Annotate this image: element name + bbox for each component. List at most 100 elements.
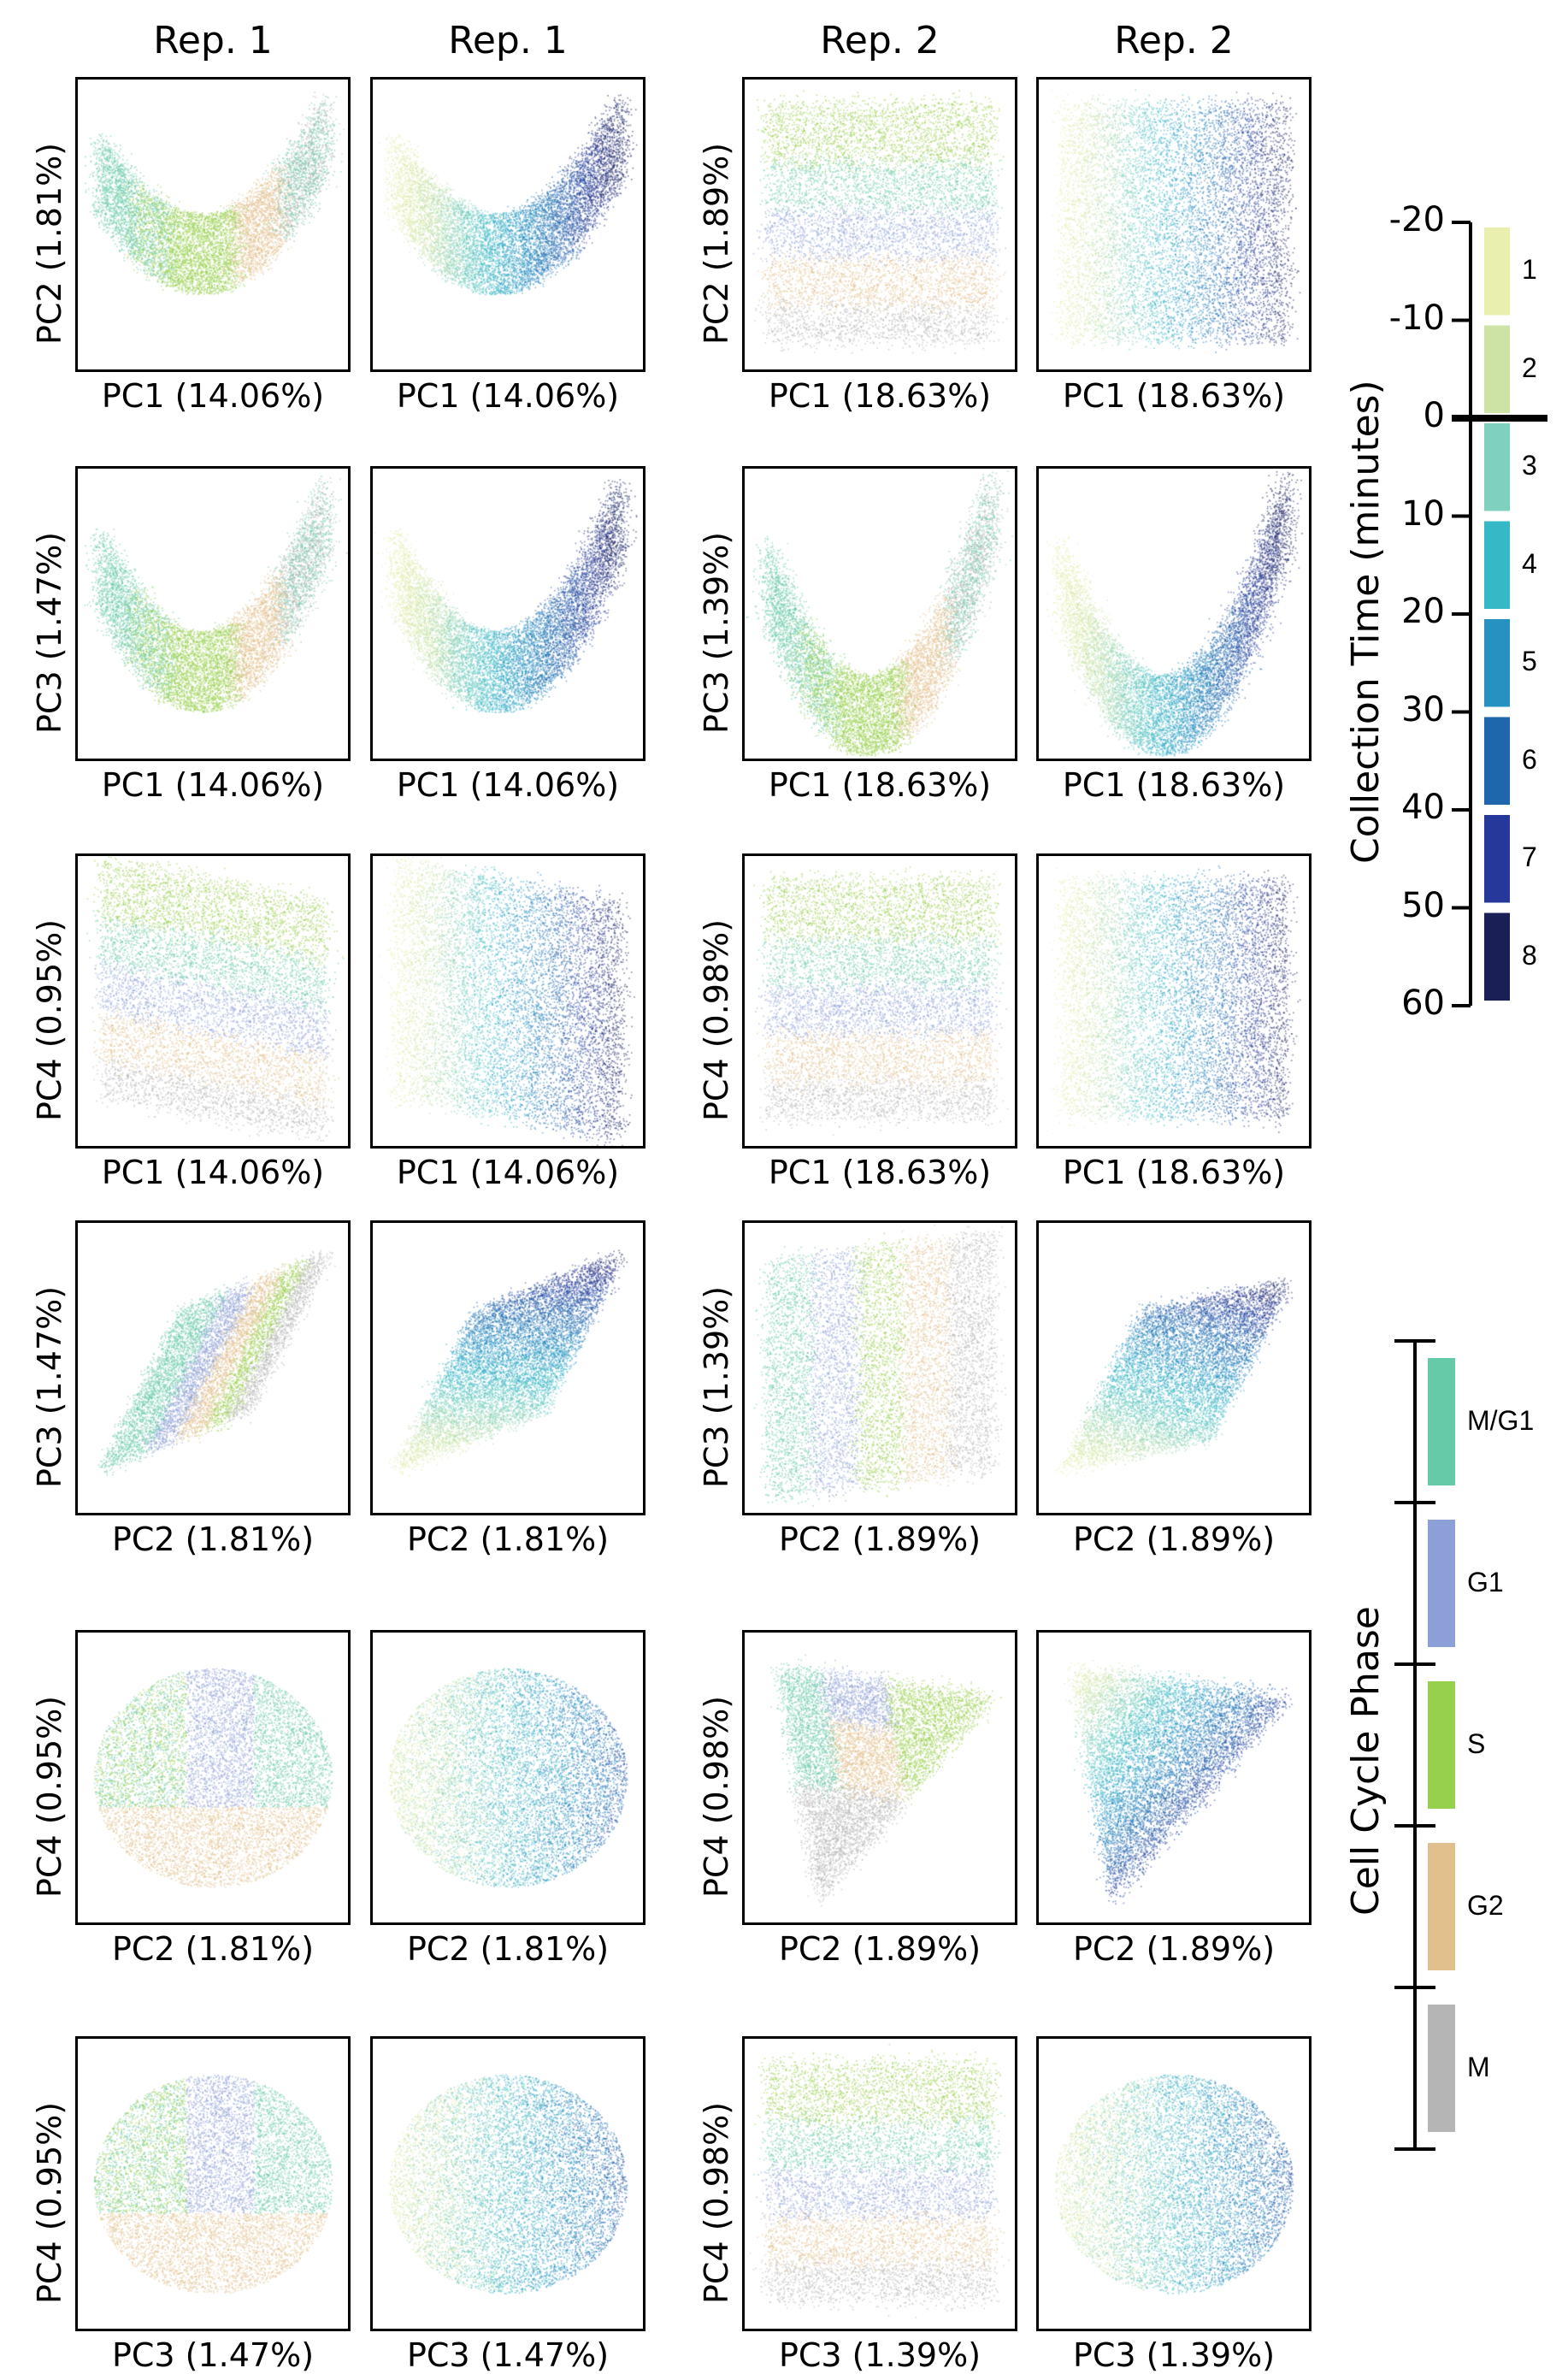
scatter-panel-r2-c1 (75, 466, 351, 761)
y-axis-label: PC4 (0.95%) (31, 1695, 68, 1898)
scatter-points (1039, 80, 1309, 369)
scatter-points (78, 1223, 348, 1513)
time-legend-title: Collection Time (minutes) (1344, 380, 1388, 864)
scatter-points (745, 2039, 1015, 2329)
phase-label: M (1467, 2051, 1490, 2082)
time-bin-swatch-4 (1484, 521, 1510, 609)
scatter-points (373, 2039, 643, 2329)
x-axis-label: PC2 (1.81%) (111, 1930, 315, 1968)
scatter-points (78, 80, 348, 369)
phase-swatch-g1 (1428, 1520, 1455, 1647)
x-axis-label: PC1 (14.06%) (396, 1154, 620, 1191)
scatter-panel-r1-c1 (75, 77, 351, 372)
scatter-points (373, 469, 643, 759)
x-axis-label: PC2 (1.81%) (406, 1521, 610, 1558)
scatter-panel-r1-c4 (1036, 77, 1312, 372)
y-axis-label: PC3 (1.47%) (31, 1285, 68, 1488)
x-axis-label: PC1 (18.63%) (768, 377, 992, 415)
x-axis-label: PC1 (14.06%) (101, 1154, 325, 1191)
x-axis-label: PC1 (18.63%) (1062, 766, 1286, 804)
scatter-points (1039, 1633, 1309, 1922)
scatter-panel-r3-c3 (742, 853, 1017, 1149)
time-legend-tick-label: 40 (1401, 788, 1445, 827)
scatter-panel-r3-c4 (1036, 853, 1312, 1149)
time-bin-label: 8 (1522, 939, 1537, 971)
time-bin-swatch-1 (1484, 227, 1510, 316)
scatter-points (78, 2039, 348, 2329)
phase-swatch-m-g1 (1428, 1358, 1455, 1485)
scatter-panel-r4-c4 (1036, 1220, 1312, 1515)
x-axis-label: PC1 (18.63%) (1062, 1154, 1286, 1191)
time-legend-tick-label: 10 (1401, 493, 1445, 534)
scatter-points (373, 80, 643, 369)
scatter-panel-r5-c1 (75, 1630, 351, 1925)
scatter-panel-r4-c1 (75, 1220, 351, 1515)
x-axis-label: PC3 (1.47%) (111, 2336, 315, 2374)
phase-swatch-m (1428, 2005, 1455, 2132)
scatter-panel-r5-c4 (1036, 1630, 1312, 1925)
x-axis-label: PC1 (14.06%) (396, 766, 620, 804)
time-legend-tick-label: 60 (1401, 983, 1445, 1023)
scatter-panel-r5-c3 (742, 1630, 1017, 1925)
column-header: Rep. 1 (448, 19, 568, 62)
scatter-points (1039, 469, 1309, 759)
y-axis-label: PC3 (1.39%) (698, 1285, 735, 1488)
scatter-panel-r5-c2 (370, 1630, 645, 1925)
time-bin-swatch-7 (1484, 815, 1510, 903)
y-axis-label: PC2 (1.81%) (31, 142, 68, 345)
scatter-panel-r6-c4 (1036, 2036, 1312, 2331)
y-axis-label: PC4 (0.98%) (698, 2101, 735, 2304)
scatter-points (745, 80, 1015, 369)
phase-label: G1 (1467, 1566, 1504, 1597)
x-axis-label: PC2 (1.81%) (406, 1930, 610, 1968)
x-axis-label: PC1 (18.63%) (768, 766, 992, 804)
x-axis-label: PC2 (1.81%) (111, 1521, 315, 1558)
x-axis-label: PC3 (1.39%) (778, 2336, 981, 2374)
scatter-panel-r6-c1 (75, 2036, 351, 2331)
scatter-panel-r2-c2 (370, 466, 645, 761)
scatter-panel-r1-c2 (370, 77, 645, 372)
column-header: Rep. 2 (820, 19, 940, 62)
x-axis-label: PC1 (14.06%) (396, 377, 620, 415)
x-axis-label: PC1 (18.63%) (1062, 377, 1286, 415)
time-legend-tick-label: -10 (1388, 298, 1445, 338)
x-axis-label: PC2 (1.89%) (1072, 1521, 1276, 1558)
phase-label: G2 (1467, 1889, 1504, 1921)
scatter-panel-r3-c2 (370, 853, 645, 1149)
time-bin-label: 2 (1522, 351, 1537, 383)
time-bin-swatch-5 (1484, 619, 1510, 707)
scatter-points (373, 1633, 643, 1922)
x-axis-label: PC2 (1.89%) (778, 1930, 981, 1968)
x-axis-label: PC1 (14.06%) (101, 377, 325, 415)
x-axis-label: PC1 (18.63%) (768, 1154, 992, 1191)
scatter-points (745, 856, 1015, 1146)
scatter-panel-r1-c3 (742, 77, 1017, 372)
x-axis-label: PC1 (14.06%) (101, 766, 325, 804)
time-bin-swatch-8 (1484, 912, 1510, 1001)
column-header: Rep. 2 (1114, 19, 1234, 62)
y-axis-label: PC3 (1.39%) (698, 531, 735, 734)
time-legend-tick-label: 50 (1401, 885, 1445, 925)
scatter-panel-r4-c3 (742, 1220, 1017, 1515)
y-axis-label: PC2 (1.89%) (698, 142, 735, 345)
column-header: Rep. 1 (153, 19, 273, 62)
scatter-panel-r6-c2 (370, 2036, 645, 2331)
time-bin-swatch-6 (1484, 717, 1510, 805)
time-bin-label: 3 (1522, 450, 1537, 481)
scatter-points (373, 856, 643, 1146)
time-legend-tick-label: -20 (1388, 200, 1445, 239)
scatter-points (78, 856, 348, 1146)
y-axis-label: PC3 (1.47%) (31, 531, 68, 734)
phase-swatch-s (1428, 1681, 1455, 1809)
scatter-panel-r2-c3 (742, 466, 1017, 761)
time-bin-label: 5 (1522, 646, 1537, 677)
scatter-points (1039, 1223, 1309, 1513)
scatter-points (78, 1633, 348, 1922)
time-bin-label: 6 (1522, 743, 1537, 775)
scatter-panel-r2-c4 (1036, 466, 1312, 761)
x-axis-label: PC2 (1.89%) (1072, 1930, 1276, 1968)
x-axis-label: PC3 (1.39%) (1072, 2336, 1276, 2374)
y-axis-label: PC4 (0.98%) (698, 1695, 735, 1898)
time-bin-swatch-2 (1484, 325, 1510, 413)
